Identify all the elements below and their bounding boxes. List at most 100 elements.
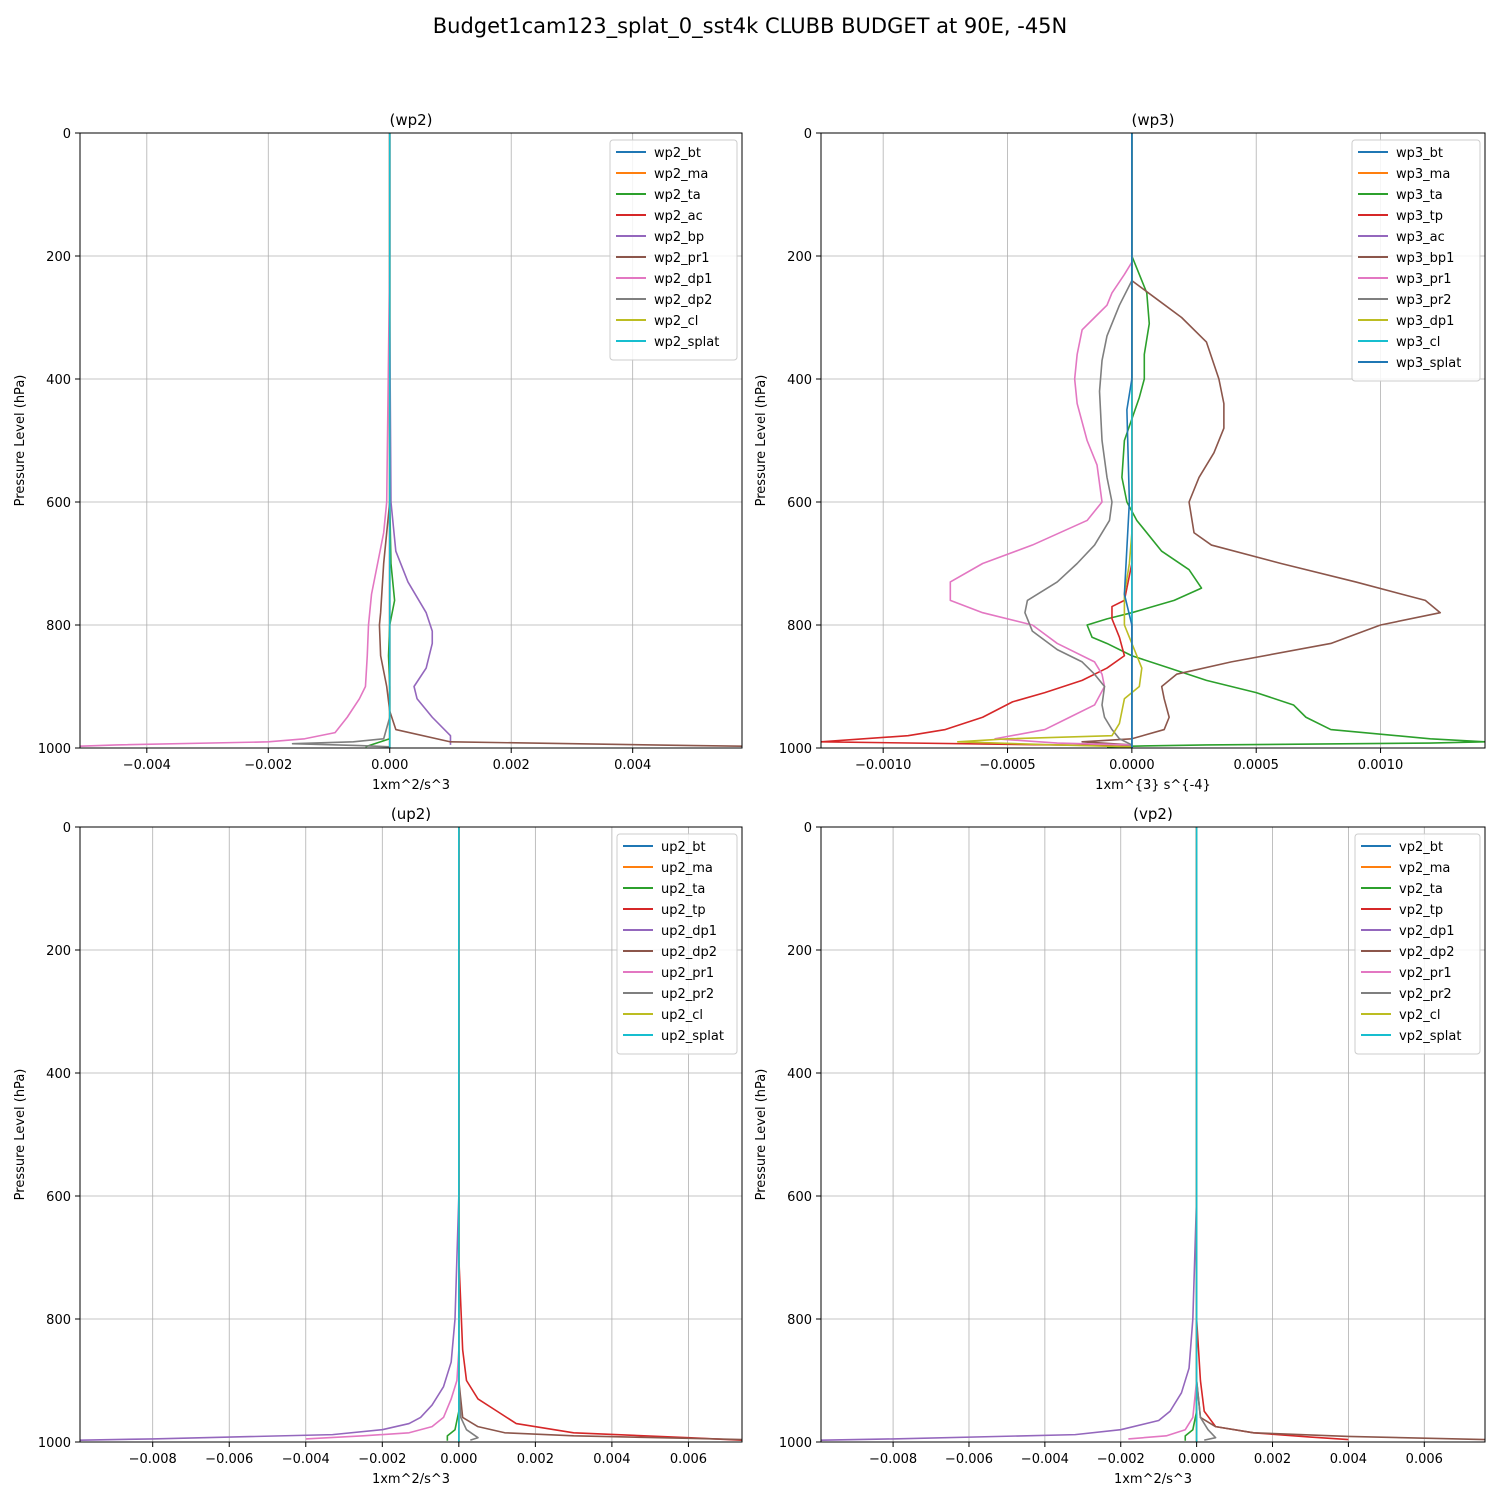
y-tick-label: 600 [46,1190,71,1205]
panel-title: (vp2) [1133,805,1173,823]
legend-label: vp2_pr2 [1399,987,1452,1002]
x-tick-label: −0.006 [205,1452,253,1467]
y-tick-label: 800 [787,619,812,634]
x-tick-label: −0.008 [869,1452,917,1467]
y-tick-label: 400 [787,373,812,388]
legend-label: wp2_ta [654,188,701,203]
series-line-wp2_dp2 [291,133,391,748]
chart-panel-2: −0.0010 −0.0005 0.0000 0.0005 0.0010 0 200 400 6… [754,111,1486,793]
panel-title: (wp3) [1131,111,1174,129]
x-tick-label: −0.006 [945,1452,993,1467]
legend-label: vp2_cl [1399,1008,1440,1023]
plot-frame [79,826,743,1443]
legend-label: vp2_dp1 [1399,924,1455,939]
series-line-vp2_pr1 [1128,827,1198,1440]
x-tick-label: −0.008 [129,1452,177,1467]
series-line-wp3_bp1 [1081,133,1442,746]
legend-label: wp3_pr2 [1396,293,1452,308]
y-axis-label: Pressure Level (hPa) [754,375,769,507]
legend-label: wp2_bt [654,146,701,161]
x-tick-label: 0.000 [371,758,408,773]
chart-panel-3: −0.008 −0.006 −0.004 −0.002 0.000 0.002 0.004 0… [13,805,743,1487]
legend: wp3_bt wp3_ma wp3_ta wp3_tp wp3_ac wp3_bp1 wp3… [1351,139,1481,382]
y-axis-label: Pressure Level (hPa) [754,1069,769,1201]
legend-label: wp2_cl [654,314,698,329]
legend-label: up2_bt [661,840,706,855]
y-tick-label: 400 [46,1067,71,1082]
chart-panel-1: −0.004 −0.002 0.000 0.002 0.004 0 200 400 600 800… [13,111,743,793]
x-tick-label: 0.006 [1406,1452,1443,1467]
legend: vp2_bt vp2_ma vp2_ta vp2_tp vp2_dp1 vp2_dp2vp… [1354,833,1481,1055]
y-tick-label: 200 [787,250,812,265]
legend-label: wp2_bp [654,230,704,245]
x-tick-label: 0.002 [1254,1452,1291,1467]
y-tick-label: 800 [46,619,71,634]
panel-title: (wp2) [389,111,432,129]
legend-label: wp3_cl [1396,335,1440,350]
y-tick-label: 400 [46,373,71,388]
legend-label: up2_ta [661,882,705,897]
x-tick-label: −0.0005 [979,758,1035,773]
figure-title: Budget1cam123_splat_0_sst4k CLUBB BUDGET… [432,14,1068,38]
series-line-vp2_dp1 [821,827,1198,1441]
legend-label: wp3_splat [1396,356,1461,371]
legend-label: wp3_ac [1396,230,1445,245]
legend-label: up2_cl [661,1008,703,1023]
series-line-wp3_pr2 [1024,133,1133,746]
x-tick-label: −0.004 [123,758,171,773]
legend-label: up2_tp [661,903,706,918]
x-tick-label: 0.000 [1178,1452,1215,1467]
series-line-wp3_pr1 [949,133,1133,746]
y-tick-label: 200 [787,944,812,959]
y-tick-label: 1000 [38,1436,71,1451]
plot-frame [79,132,743,749]
series-line-wp3_splat [1123,133,1133,748]
legend-label: up2_dp2 [661,945,717,960]
legend-label: wp2_dp2 [654,293,712,308]
y-tick-label: 0 [63,127,71,142]
x-tick-label: −0.0010 [855,758,911,773]
legend-label: vp2_splat [1399,1029,1461,1044]
legend-label: wp3_bp1 [1396,251,1454,266]
y-tick-label: 0 [63,821,71,836]
y-tick-label: 600 [787,1190,812,1205]
x-tick-label: 0.004 [1330,1452,1367,1467]
y-tick-label: 800 [787,1313,812,1328]
series-line-up2_tp [458,827,742,1441]
x-tick-label: −0.002 [358,1452,406,1467]
legend-label: vp2_ta [1399,882,1443,897]
y-axis-label: Pressure Level (hPa) [13,375,28,507]
y-tick-label: 600 [787,496,812,511]
legend-label: up2_splat [661,1029,724,1044]
series-line-up2_pr2 [458,827,479,1441]
legend-label: vp2_dp2 [1399,945,1455,960]
x-axis-label: 1xm^2/s^3 [1114,1472,1192,1487]
legend-label: wp2_splat [654,335,719,350]
legend-label: wp2_pr1 [654,251,710,266]
y-axis-label: Pressure Level (hPa) [13,1069,28,1201]
panel-title: (up2) [391,805,431,823]
y-tick-label: 200 [46,944,71,959]
y-tick-label: 600 [46,496,71,511]
series-line-vp2_pr2 [1195,827,1217,1441]
legend-label: wp3_dp1 [1396,314,1454,329]
y-tick-label: 800 [46,1313,71,1328]
chart-panel-4: −0.008 −0.006 −0.004 −0.002 0.000 0.002 0.004 0… [754,805,1486,1487]
y-tick-label: 200 [46,250,71,265]
series-line-wp2_bp [388,133,452,745]
legend-label: wp3_pr1 [1396,272,1452,287]
series-line-wp3_dp1 [956,133,1143,748]
legend-label: wp3_bt [1396,146,1443,161]
series-line-wp2_dp1 [80,133,391,747]
legend-label: up2_pr2 [661,987,714,1002]
x-tick-label: −0.004 [282,1452,330,1467]
x-tick-label: 0.006 [670,1452,707,1467]
legend: up2_bt up2_ma up2_ta up2_tp up2_dp1 up2_dp2up… [616,833,738,1055]
x-tick-label: −0.004 [1021,1452,1069,1467]
legend-label: wp3_tp [1396,209,1443,224]
plot-frame [820,132,1486,749]
x-tick-label: 0.002 [493,758,530,773]
x-tick-label: 0.0000 [1109,758,1155,773]
x-axis-label: 1xm^2/s^3 [372,778,450,793]
